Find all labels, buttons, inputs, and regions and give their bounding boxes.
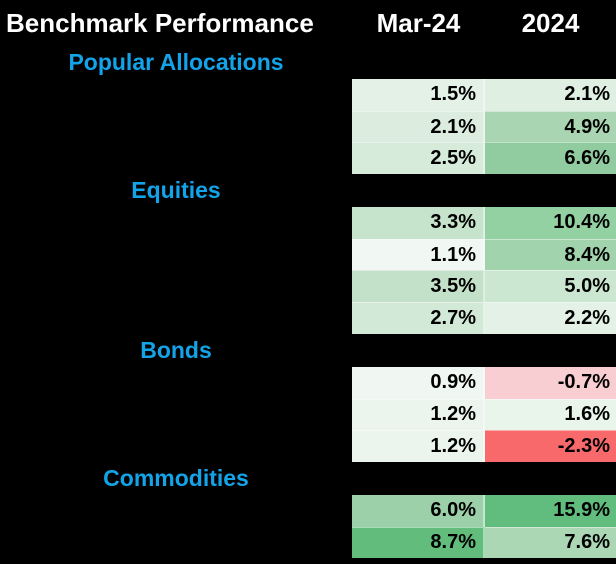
cell-2024[interactable]: 8.4% [485,238,616,271]
table-row: 1.5% 2.1% [0,79,616,111]
row-label-spacer [0,527,352,559]
cell-mar-24[interactable]: 0.9% [352,366,485,399]
table-row: 1.1% 8.4% [0,238,616,271]
row-label-spacer [0,399,352,431]
cell-2024[interactable]: 6.6% [485,142,616,175]
cell-2024[interactable]: 7.6% [485,526,616,559]
section-header-popular-allocations: Popular Allocations [0,46,616,79]
table-row: 2.7% 2.2% [0,302,616,334]
cell-mar-24[interactable]: 1.2% [352,398,485,431]
table-row: 1.2% -2.3% [0,430,616,462]
row-label-spacer [0,495,352,527]
section-label: Equities [131,177,221,204]
row-label-spacer [0,239,352,271]
section-header-commodities: Commodities [0,462,616,495]
row-label-spacer [0,430,352,462]
section-label: Popular Allocations [68,49,284,75]
row-label-spacer [0,270,352,302]
cell-mar-24[interactable]: 6.0% [352,494,485,527]
cell-mar-24[interactable]: 2.5% [352,142,485,175]
cell-mar-24[interactable]: 1.1% [352,238,485,271]
section-label: Commodities [103,464,249,491]
row-label-spacer [0,79,352,111]
table-row: 8.7% 7.6% [0,526,616,559]
table-row: 3.3% 10.4% [0,207,616,239]
cell-2024[interactable]: 15.9% [485,494,616,527]
cell-mar-24[interactable]: 1.2% [352,430,485,462]
cell-2024[interactable]: 1.6% [485,398,616,431]
cell-2024[interactable]: 2.2% [485,302,616,334]
cell-mar-24[interactable]: 3.5% [352,270,485,303]
table-row: 0.9% -0.7% [0,366,616,399]
cell-2024[interactable]: 4.9% [485,110,616,143]
table-row: 2.1% 4.9% [0,110,616,143]
section-header-equities: Equities [0,174,616,207]
cell-mar-24[interactable]: 2.1% [352,110,485,143]
row-label-spacer [0,111,352,143]
header-row: Benchmark Performance Mar-24 2024 [0,0,616,46]
table-row: 2.5% 6.6% [0,142,616,175]
row-label-spacer [0,302,352,334]
row-label-spacer [0,142,352,174]
section-label: Bonds [140,336,212,363]
cell-mar-24[interactable]: 2.7% [352,302,485,334]
cell-2024[interactable]: -2.3% [485,430,616,462]
cell-2024[interactable]: 2.1% [485,79,616,111]
cell-mar-24[interactable]: 1.5% [352,79,485,111]
page-title: Benchmark Performance [6,7,314,38]
section-header-bonds: Bonds [0,334,616,367]
cell-2024[interactable]: -0.7% [485,366,616,399]
row-label-spacer [0,367,352,399]
table-row: 6.0% 15.9% [0,494,616,527]
row-label-spacer [0,207,352,239]
cell-mar-24[interactable]: 8.7% [352,526,485,559]
table-row: 3.5% 5.0% [0,270,616,303]
column-header-2024: 2024 [521,7,580,38]
cell-mar-24[interactable]: 3.3% [352,207,485,239]
cell-2024[interactable]: 5.0% [485,270,616,303]
table-row: 1.2% 1.6% [0,398,616,431]
column-header-mar-24: Mar-24 [376,7,461,38]
cell-2024[interactable]: 10.4% [485,207,616,239]
